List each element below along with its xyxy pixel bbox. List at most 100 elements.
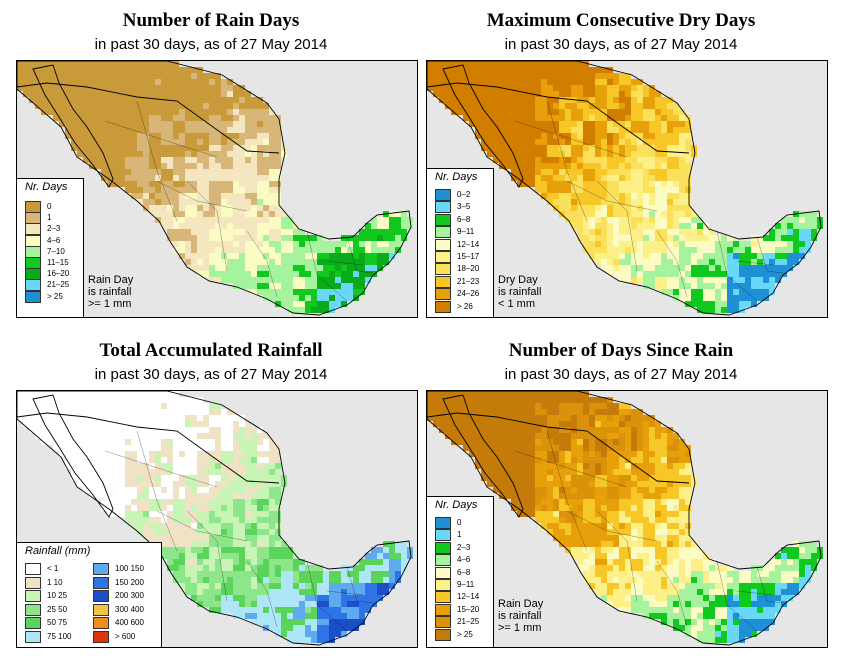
- legend-label: 100 150: [115, 564, 144, 573]
- legend-label: 25 50: [47, 604, 68, 614]
- legend-swatch: [435, 288, 451, 301]
- state-boundary: [156, 180, 248, 212]
- state-boundary: [514, 120, 628, 158]
- state-boundary: [246, 560, 278, 628]
- map-raster: [427, 61, 823, 316]
- panel-days-since-rain: Number of Days Since Rain in past 30 day…: [416, 330, 828, 660]
- state-boundary: [546, 430, 588, 552]
- state-boundary: [566, 510, 658, 542]
- state-boundary: [156, 510, 248, 542]
- legend-label: > 26: [457, 301, 473, 311]
- legend-label: 1: [457, 530, 462, 540]
- legend-dry-days: Nr. Days 0–2 3–5 6–8 9–11 12–14 15–17 18–20 21–…: [426, 168, 494, 318]
- legend-label: 24–26: [457, 289, 480, 299]
- state-boundary: [546, 100, 588, 222]
- legend-note-line: Dry Day: [498, 274, 538, 286]
- legend-swatch: [25, 223, 41, 236]
- legend-label: 400 600: [115, 618, 144, 627]
- legend-label: < 1: [47, 564, 59, 573]
- state-boundary: [136, 100, 178, 222]
- legend-swatch: [435, 628, 451, 641]
- state-boundary: [306, 230, 348, 302]
- state-boundary: [756, 566, 784, 604]
- baja-coastline: [32, 394, 114, 518]
- legend-label: 10 25: [47, 591, 68, 600]
- legend-label: 11–15: [47, 258, 69, 267]
- state-boundary: [514, 450, 628, 488]
- legend-swatch: [25, 603, 41, 616]
- legend-label: 21–23: [457, 276, 480, 286]
- legend-swatch: [435, 554, 451, 567]
- panel-title: Number of Rain Days: [122, 10, 300, 31]
- legend-title: Nr. Days: [25, 181, 68, 193]
- legend-title: Nr. Days: [435, 499, 478, 511]
- baja-coastline: [442, 394, 524, 518]
- legend-days-since-rain: Nr. Days 0 1 2–3 4–6 6–8 9–11 12–14 15–20 21–25 >…: [426, 496, 494, 648]
- legend-label: > 25: [47, 291, 63, 301]
- legend-swatch: [435, 529, 451, 542]
- coastline: [17, 61, 412, 316]
- legend-swatch: [435, 263, 451, 276]
- panel-subtitle: in past 30 days, as of 27 May 2014: [504, 366, 738, 383]
- legend-note-line: < 1 mm: [498, 298, 535, 310]
- coastline: [427, 61, 822, 316]
- panel-dry-days: Maximum Consecutive Dry Days in past 30 …: [416, 0, 828, 330]
- legend-label: 3–5: [457, 202, 471, 212]
- state-boundary: [346, 566, 374, 604]
- legend-label: > 600: [115, 631, 136, 641]
- legend-note-line: >= 1 mm: [498, 622, 542, 634]
- legend-label: 6–8: [457, 567, 471, 577]
- legend-label: 15–17: [457, 252, 480, 261]
- legend-swatch: [25, 617, 41, 629]
- state-boundary: [306, 560, 348, 632]
- legend-rain-days: Nr. Days 0 1 2–3 4–6 7–10 11–15 16–20 21–25 > 25: [16, 178, 84, 318]
- legend-swatch: [25, 290, 41, 303]
- state-boundary: [346, 236, 374, 274]
- legend-label: 18–20: [457, 264, 480, 274]
- legend-label: 9–11: [457, 227, 475, 237]
- legend-label: 0–2: [457, 190, 471, 199]
- us-border: [17, 412, 280, 484]
- legend-note: Dry Day is rainfall < 1 mm: [498, 274, 541, 310]
- us-border: [427, 412, 690, 484]
- legend-swatch: [25, 234, 41, 247]
- legend-swatch: [25, 630, 41, 643]
- state-boundary: [136, 430, 178, 552]
- legend-label: > 25: [457, 629, 473, 639]
- coastline: [427, 391, 822, 646]
- panel-rain-days: Number of Rain Days in past 30 days, as …: [6, 0, 418, 330]
- legend-swatch: [435, 591, 451, 604]
- legend-title: Rainfall (mm): [25, 545, 91, 557]
- legend-swatch: [435, 189, 451, 201]
- legend-label: 300 400: [115, 604, 144, 614]
- legend-label: 50 75: [47, 618, 68, 627]
- legend-total-rainfall: Rainfall (mm) < 1 1 10 10 25 25 50 50 75 75 1…: [16, 542, 162, 648]
- panel-subtitle: in past 30 days, as of 27 May 2014: [94, 36, 328, 53]
- state-boundary: [656, 560, 688, 628]
- legend-swatch: [435, 566, 451, 579]
- legend-note-line: is rainfall: [498, 610, 542, 622]
- panel-title: Maximum Consecutive Dry Days: [486, 10, 756, 31]
- state-boundary: [186, 180, 228, 272]
- legend-note-line: Rain Day: [498, 598, 544, 610]
- legend-swatch: [25, 245, 41, 258]
- legend-swatch: [93, 563, 109, 575]
- legend-swatch: [25, 590, 41, 602]
- legend-title: Nr. Days: [435, 171, 478, 183]
- legend-label: 12–14: [457, 239, 480, 249]
- legend-swatch: [435, 226, 451, 239]
- state-boundary: [566, 180, 658, 212]
- legend-label: 7–10: [47, 246, 65, 256]
- map-raster: [427, 391, 823, 646]
- state-boundary: [596, 180, 638, 272]
- legend-swatch: [25, 279, 41, 292]
- legend-label: 0: [457, 518, 462, 527]
- state-boundary: [104, 120, 218, 158]
- state-boundary: [596, 510, 638, 602]
- panel-subtitle: in past 30 days, as of 27 May 2014: [94, 366, 328, 383]
- us-border: [17, 82, 280, 154]
- legend-label: 150 200: [115, 577, 144, 587]
- map-raster: [17, 61, 413, 316]
- state-boundary: [756, 236, 784, 274]
- legend-label: 2–3: [457, 542, 471, 552]
